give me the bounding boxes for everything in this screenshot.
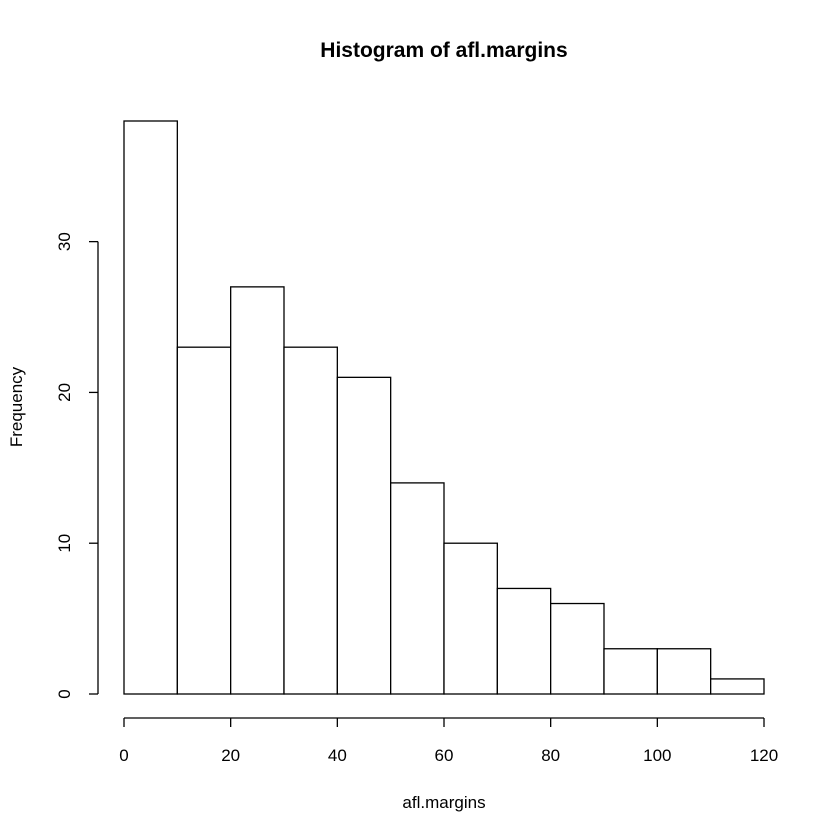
histogram-bar-40-50 — [336, 376, 392, 695]
histogram-bar-90-100 — [603, 648, 658, 695]
y-tick-label: 10 — [55, 534, 74, 553]
x-tick-label: 60 — [435, 746, 454, 765]
y-axis-label: Frequency — [7, 366, 26, 447]
x-tick-label: 0 — [119, 746, 128, 765]
x-tick-label: 80 — [541, 746, 560, 765]
histogram-bar-50-60 — [390, 482, 445, 695]
y-tick-label: 20 — [55, 383, 74, 402]
histogram-bar-70-80 — [496, 587, 552, 695]
x-tick-label: 20 — [221, 746, 240, 765]
histogram-bar-0-10 — [123, 120, 178, 695]
histogram-bar-100-110 — [656, 648, 712, 695]
histogram-bar-110-120 — [710, 678, 765, 695]
y-tick-label: 30 — [55, 232, 74, 251]
x-tick-label: 40 — [328, 746, 347, 765]
chart-title: Histogram of afl.margins — [320, 39, 567, 62]
histogram-bar-30-40 — [283, 346, 338, 695]
histogram-bar-80-90 — [550, 602, 605, 695]
x-tick-label: 100 — [643, 746, 671, 765]
histogram-bar-20-30 — [230, 286, 285, 695]
x-axis-label: afl.margins — [402, 793, 485, 812]
bars-group — [123, 120, 765, 695]
x-axis: 0 20 40 60 80 100 120 — [119, 717, 778, 765]
y-axis: 0 10 20 30 — [55, 232, 99, 699]
histogram-bar-60-70 — [443, 542, 498, 695]
y-tick-label: 0 — [55, 689, 74, 698]
histogram-bar-10-20 — [176, 346, 232, 695]
x-tick-label: 120 — [750, 746, 778, 765]
